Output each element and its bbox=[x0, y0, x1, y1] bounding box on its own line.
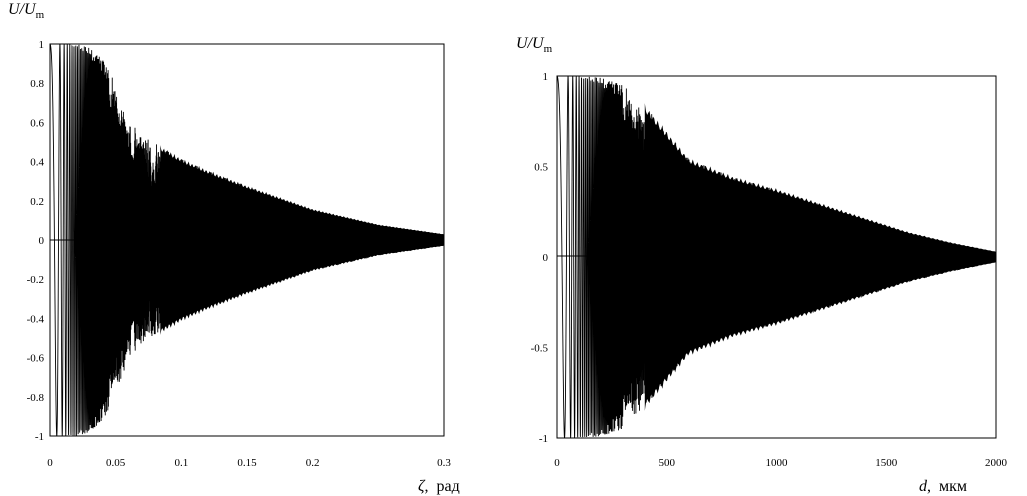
y-tick-label: -1 bbox=[539, 433, 548, 445]
y-axis-title-left: U/Um bbox=[8, 1, 45, 21]
y-tick-label: 1 bbox=[543, 71, 549, 83]
x-tick-label: 500 bbox=[659, 457, 676, 469]
x-tick-label: 1000 bbox=[766, 457, 789, 469]
x-tick-label: 0.2 bbox=[306, 457, 320, 469]
y-tick-label: -0.8 bbox=[27, 392, 45, 404]
y-tick-label: 0.4 bbox=[30, 157, 44, 169]
y-tick-label: 0.8 bbox=[30, 78, 44, 90]
y-ticks-left: 1 0.8 0.6 0.4 0.2 0 -0.2 -0.4 -0.6 -0.8 -1 bbox=[27, 39, 45, 443]
x-axis-title-right: d, мкм bbox=[919, 478, 967, 495]
x-ticks-left: 0 0.05 0.1 0.15 0.2 0.3 bbox=[47, 457, 451, 469]
x-tick-label: 0.05 bbox=[106, 457, 126, 469]
y-axis-title-right: U/Um bbox=[516, 35, 553, 55]
y-tick-label: -0.4 bbox=[27, 313, 45, 325]
x-tick-label: 2000 bbox=[985, 457, 1008, 469]
y-tick-label: 1 bbox=[39, 39, 45, 51]
x-tick-label: 1500 bbox=[875, 457, 898, 469]
x-axis-title-left: ζ, рад bbox=[418, 478, 460, 495]
x-ticks-right: 0 500 1000 1500 2000 bbox=[554, 457, 1007, 469]
y-tick-label: -1 bbox=[35, 431, 44, 443]
signal-left bbox=[49, 43, 445, 437]
x-tick-label: 0 bbox=[47, 457, 53, 469]
y-tick-label: 0.2 bbox=[30, 196, 44, 208]
y-tick-label: -0.2 bbox=[27, 274, 44, 286]
y-tick-label: -0.5 bbox=[531, 343, 549, 355]
chart-right: U/Um 1 0.5 0 -0.5 -1 0 500 1000 1500 2000 d, мкм bbox=[516, 35, 1008, 495]
y-tick-label: 0.5 bbox=[534, 162, 548, 174]
x-tick-label: 0 bbox=[554, 457, 560, 469]
y-tick-label: 0.6 bbox=[30, 117, 44, 129]
x-tick-label: 0.15 bbox=[237, 457, 257, 469]
signal-envelope-fill bbox=[160, 145, 445, 335]
y-tick-label: 0 bbox=[39, 235, 45, 247]
y-tick-label: -0.6 bbox=[27, 353, 45, 365]
y-ticks-right: 1 0.5 0 -0.5 -1 bbox=[531, 71, 549, 445]
signal-envelope-fill bbox=[644, 103, 996, 411]
x-tick-label: 0.1 bbox=[174, 457, 188, 469]
x-tick-label: 0.3 bbox=[437, 457, 451, 469]
y-tick-label: 0 bbox=[543, 252, 549, 264]
signal-right bbox=[556, 75, 997, 439]
